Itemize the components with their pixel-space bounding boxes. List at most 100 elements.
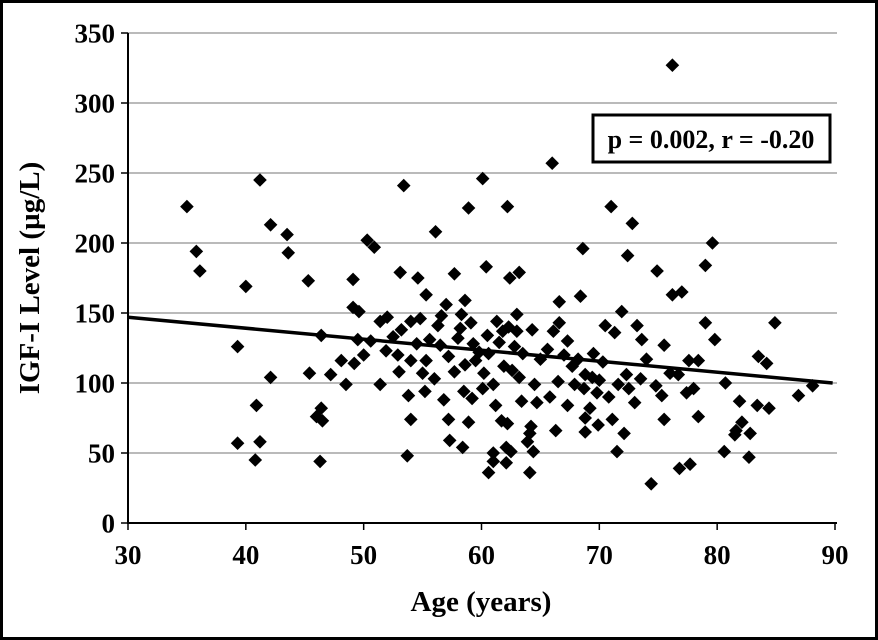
data-point	[477, 366, 491, 380]
data-point	[510, 307, 524, 322]
data-point	[617, 426, 631, 441]
data-point	[672, 461, 687, 476]
data-point	[543, 390, 557, 404]
data-point	[627, 395, 642, 410]
data-point	[180, 199, 194, 214]
data-point	[742, 450, 756, 464]
data-point	[520, 435, 535, 449]
data-point	[315, 414, 330, 428]
data-point	[630, 318, 644, 333]
annotation-border	[591, 113, 832, 164]
data-point	[639, 352, 654, 366]
data-point	[464, 316, 478, 330]
data-point	[691, 353, 706, 368]
data-point	[313, 454, 327, 469]
data-point	[447, 365, 462, 379]
data-point	[625, 216, 640, 231]
y-axis-title: IGF-I Level (µg/L)	[14, 162, 46, 395]
data-point	[665, 288, 680, 302]
data-point	[488, 398, 503, 413]
data-point	[698, 316, 713, 330]
data-point	[458, 293, 472, 308]
data-point	[633, 372, 648, 386]
data-points	[180, 58, 820, 491]
data-point	[621, 381, 636, 396]
data-point	[526, 444, 541, 459]
x-tick-label: 50	[350, 540, 377, 570]
data-point	[419, 353, 433, 368]
data-point	[499, 456, 514, 470]
data-point	[434, 309, 449, 323]
data-point	[717, 444, 732, 459]
data-point	[404, 314, 418, 329]
data-point	[465, 391, 479, 406]
data-point	[598, 318, 613, 333]
data-point	[230, 436, 245, 450]
data-point	[263, 370, 278, 385]
data-point	[458, 358, 472, 372]
data-point	[281, 246, 296, 260]
data-point	[545, 156, 559, 170]
data-point	[657, 412, 671, 427]
data-point	[451, 331, 465, 345]
data-point	[665, 58, 680, 72]
data-point	[514, 394, 529, 408]
data-point	[751, 349, 766, 364]
x-tick-label: 60	[468, 540, 495, 570]
data-point	[560, 398, 575, 413]
data-point	[507, 339, 522, 354]
data-point	[565, 359, 580, 373]
data-point	[495, 324, 510, 338]
data-point	[585, 370, 600, 385]
data-point	[441, 349, 456, 364]
y-tick-label: 100	[75, 369, 116, 399]
data-point	[551, 374, 565, 389]
data-point	[480, 328, 495, 343]
data-point	[604, 199, 618, 214]
data-point	[428, 225, 443, 239]
data-point	[472, 345, 486, 359]
data-point	[548, 423, 563, 438]
data-point	[396, 178, 411, 193]
data-point	[500, 199, 515, 214]
data-point	[380, 310, 395, 324]
data-point	[607, 325, 622, 340]
data-point	[248, 453, 263, 467]
data-point	[356, 348, 371, 362]
x-tick-label: 90	[822, 540, 849, 570]
data-point	[610, 444, 624, 459]
data-point	[592, 373, 607, 387]
x-tick-label: 70	[586, 540, 613, 570]
data-point	[708, 332, 722, 347]
data-point	[494, 414, 509, 428]
x-tick-label: 80	[704, 540, 731, 570]
data-point	[400, 449, 415, 463]
data-point	[654, 388, 669, 403]
data-point	[590, 386, 604, 400]
data-point	[394, 323, 409, 337]
data-point	[683, 457, 697, 471]
data-point	[454, 307, 469, 322]
data-point	[415, 366, 430, 380]
data-point	[418, 384, 432, 399]
data-point	[611, 377, 625, 392]
data-point	[486, 454, 501, 469]
data-point	[759, 356, 774, 371]
data-point	[573, 289, 588, 303]
data-point	[768, 316, 782, 330]
data-point	[499, 440, 514, 455]
data-point	[567, 377, 582, 392]
data-point	[413, 311, 428, 326]
data-point	[490, 314, 504, 329]
data-point	[601, 390, 616, 404]
data-point	[578, 425, 592, 439]
data-point	[663, 366, 677, 380]
data-point	[735, 415, 749, 429]
data-point	[523, 465, 537, 480]
data-point	[486, 377, 501, 392]
data-point	[461, 415, 476, 429]
data-point	[500, 416, 515, 431]
data-point	[481, 346, 496, 361]
data-point	[728, 428, 742, 442]
data-point	[750, 398, 765, 413]
